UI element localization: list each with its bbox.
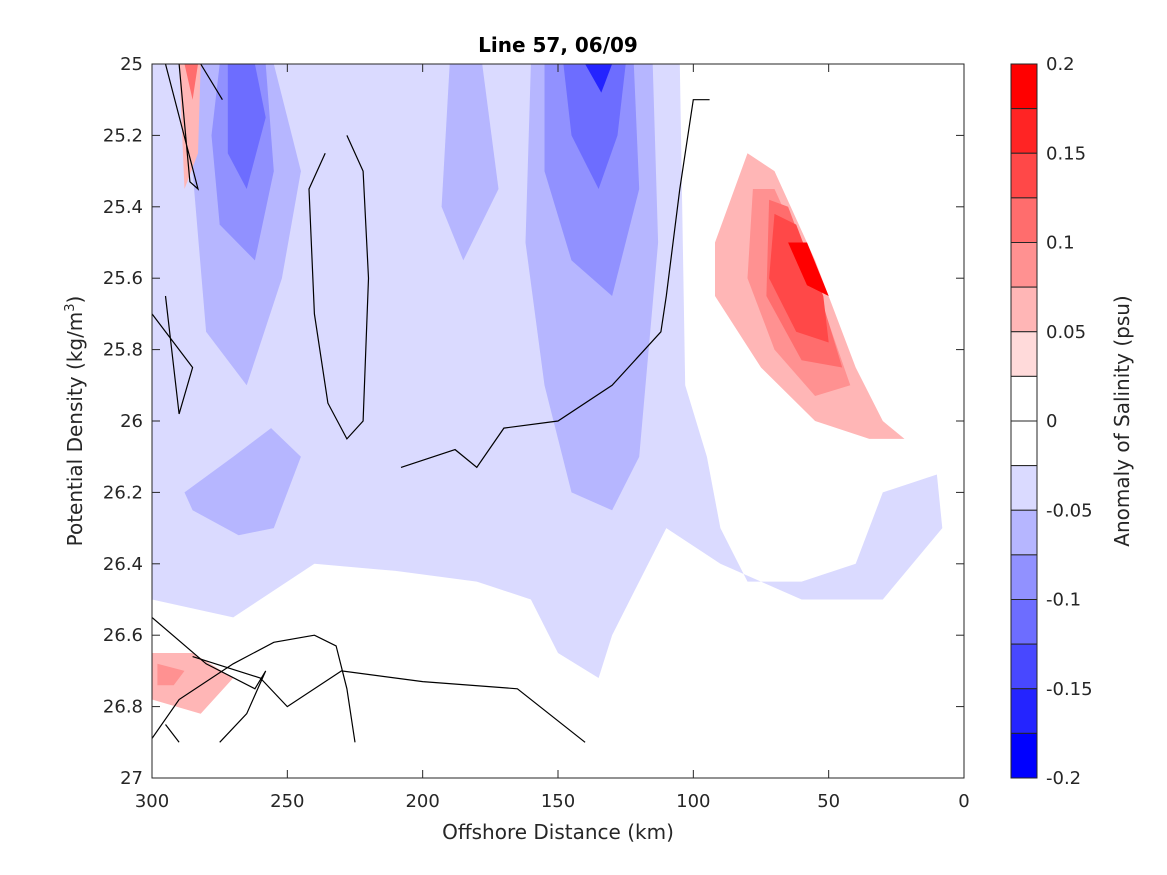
zero-contour-line-0 [164, 64, 200, 191]
colorbar-cell [1010, 420, 1038, 467]
colorbar-cell [1010, 242, 1038, 288]
y-tick-label: 26.2 [103, 482, 143, 503]
colorbar-cell [1010, 732, 1038, 779]
zero-contour-line-7 [400, 99, 710, 469]
zero-contour-layer [152, 64, 710, 743]
colorbar-tick-label: -0.2 [1046, 768, 1081, 789]
y-axis-label-close: ) [63, 296, 87, 304]
colorbar-tick-label: 0.1 [1046, 233, 1075, 254]
x-tick-label: 200 [405, 791, 439, 812]
y-tick-label: 26.4 [103, 554, 143, 575]
contour-region-red-east-core [788, 242, 829, 296]
y-tick-label: 26.8 [103, 697, 143, 718]
y-tick-label: 26 [120, 411, 143, 432]
colorbar-cell [1010, 152, 1038, 199]
y-tick-label: 25.6 [103, 268, 143, 289]
zero-contour-line-1 [200, 64, 223, 101]
zero-contour-line-3 [308, 135, 370, 440]
colorbar-tick-label: 0.2 [1046, 54, 1075, 75]
x-axis-label: Offshore Distance (km) [442, 820, 674, 844]
y-tick-label: 26.6 [103, 625, 143, 646]
contour-region-blue-west-lower [184, 428, 301, 536]
x-tick-label: 100 [676, 791, 710, 812]
y-tick-label: 25.8 [103, 340, 143, 361]
colorbar-label: Anomaly of Salinity (psu) [1110, 295, 1134, 546]
y-tick-label: 25.4 [103, 197, 143, 218]
colorbar-cell [1010, 688, 1038, 734]
plot-area: 300 250 200 150 100 50 0 2525.225.425.625.8262… [103, 54, 970, 812]
y-axis-ticks: 25 25.2 25.4 25.6 25.8 26 26.2 26.4 26.6 26.8 27 [103, 54, 964, 789]
x-axis-ticks: 300 250 200 150 100 50 0 [135, 64, 970, 812]
chart-title: Line 57, 06/09 [478, 33, 638, 57]
y-axis-label: Potential Density (kg/m3) [63, 296, 87, 547]
contour-region-red-west-upper [179, 64, 201, 189]
colorbar-cells [1010, 63, 1038, 779]
y-tick-label: 25.2 [103, 125, 143, 146]
colorbar-cell [1010, 331, 1038, 377]
contour-fill-layer [152, 64, 943, 714]
contour-region-blue-west-deep [227, 64, 266, 189]
colorbar-tick-label: -0.15 [1046, 679, 1093, 700]
colorbar-cell [1010, 643, 1038, 690]
colorbar-cell [1010, 197, 1038, 243]
colorbar-tick-label: -0.05 [1046, 500, 1093, 521]
colorbar-cell [1010, 63, 1038, 110]
colorbar-tick-label: 0.15 [1046, 143, 1086, 164]
colorbar-cell [1010, 375, 1038, 422]
y-tick-label: 27 [120, 768, 143, 789]
colorbar-cell [1010, 599, 1038, 645]
x-tick-label: 0 [958, 791, 969, 812]
contour-region-red-east-4 [769, 213, 829, 343]
colorbar-cell [1010, 286, 1038, 333]
zero-contour-line-2 [152, 295, 194, 415]
y-axis-label-main: Potential Density (kg/m [63, 312, 87, 547]
zero-contour-line-5 [165, 724, 180, 743]
colorbar-frame [1010, 63, 1038, 779]
x-tick-label: 150 [541, 791, 575, 812]
contour-region-blue-center-deepest [585, 64, 613, 93]
colorbar-ticks: 0.2 0.15 0.1 0.05 0 -0.05 -0.1 -0.15 -0.2 [1046, 54, 1093, 789]
colorbar-cell [1010, 509, 1038, 556]
colorbar-cell [1010, 108, 1038, 154]
colorbar-tick-label: -0.1 [1046, 590, 1081, 611]
contour-region-blue-center-left [441, 64, 499, 261]
zero-contour-line-8 [192, 656, 586, 743]
x-tick-label: 50 [817, 791, 840, 812]
contour-region-red-west-lower-core [157, 663, 185, 686]
colorbar: 0.2 0.15 0.1 0.05 0 -0.05 -0.1 -0.15 -0.2 Anomal… [1010, 54, 1134, 789]
colorbar-tick-label: 0 [1046, 411, 1057, 432]
x-tick-label: 250 [270, 791, 304, 812]
colorbar-tick-label: 0.05 [1046, 322, 1086, 343]
colorbar-cell [1010, 554, 1038, 600]
zero-contour-line-4 [152, 616, 267, 743]
contour-region-red-west-upper-core [184, 64, 198, 100]
x-tick-label: 300 [135, 791, 169, 812]
y-axis-label-superscript: 3 [63, 303, 78, 311]
y-tick-label: 25 [120, 54, 143, 75]
colorbar-cell [1010, 465, 1038, 511]
contour-region-blue-center-deep [563, 64, 626, 189]
zero-contour-line-6 [152, 634, 356, 743]
